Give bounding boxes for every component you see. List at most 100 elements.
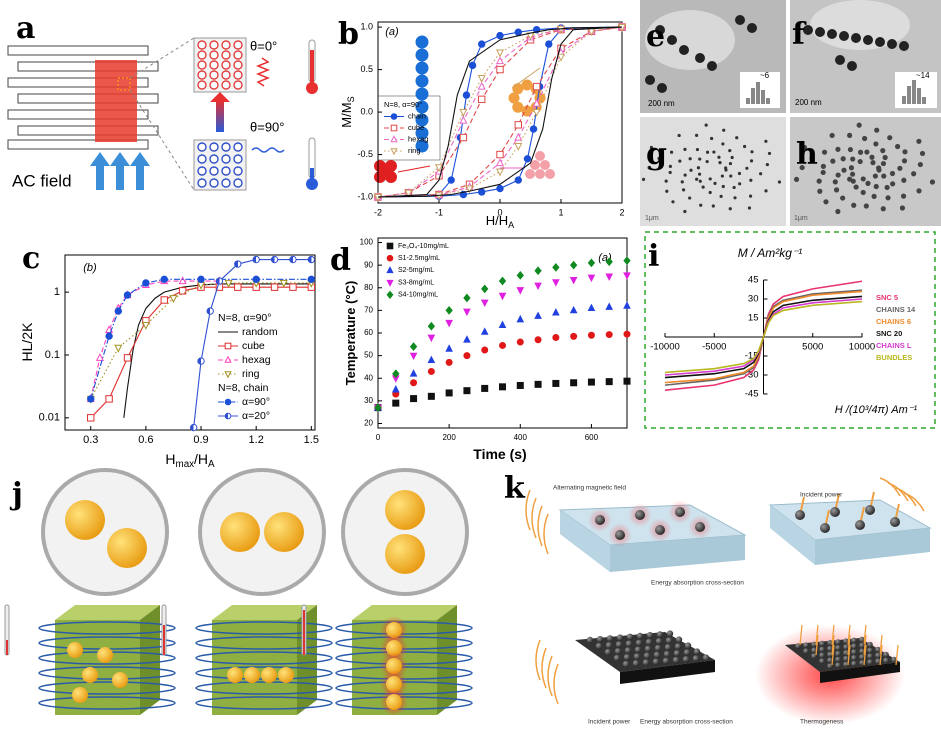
- y-tick-label: 50: [364, 351, 373, 360]
- y-tick-label: 90: [364, 260, 373, 269]
- particle: [821, 149, 828, 155]
- legend-swatch: [224, 342, 232, 350]
- data-point: [178, 276, 187, 285]
- particle: [221, 50, 231, 60]
- coil: [38, 621, 176, 635]
- panel-label: d: [330, 243, 351, 278]
- data-point: [445, 389, 453, 397]
- data-point: [498, 276, 507, 286]
- sample: [95, 60, 137, 142]
- particle: [386, 694, 402, 710]
- particle: [665, 637, 673, 644]
- y-tick-label: -0.5: [357, 149, 373, 159]
- legend-label: CHAINS L: [876, 341, 912, 350]
- field-ray: [831, 634, 835, 656]
- legend-swatch: [390, 124, 398, 132]
- particle: [728, 161, 733, 166]
- field-ray: [815, 624, 819, 646]
- particle: [873, 141, 879, 147]
- particle: [386, 622, 402, 638]
- particle: [209, 50, 219, 60]
- particle: [916, 188, 922, 194]
- particle: [875, 652, 881, 659]
- particle: [209, 80, 219, 90]
- data-point: [445, 305, 453, 315]
- legend-swatch: [224, 355, 232, 363]
- particle: [835, 650, 841, 657]
- particle: [655, 25, 665, 35]
- particle: [865, 180, 871, 186]
- data-point: [478, 95, 486, 104]
- legend-label: α=20°: [242, 410, 270, 422]
- data-point: [270, 283, 279, 291]
- particle: [767, 151, 772, 156]
- particle: [873, 183, 879, 190]
- particle: [693, 648, 701, 655]
- data-point: [480, 299, 489, 308]
- particle: [843, 644, 849, 650]
- particle: [642, 659, 650, 666]
- particle: [759, 172, 763, 176]
- thermometer: [306, 82, 318, 94]
- slab: [815, 528, 930, 565]
- wave: [541, 647, 547, 689]
- cell-box: [55, 605, 160, 620]
- particle: [386, 658, 402, 674]
- particle: [385, 534, 425, 574]
- angle-label: θ=90°: [250, 119, 284, 134]
- y-tick-label: 20: [364, 419, 373, 428]
- data-point: [215, 277, 224, 285]
- data-point: [463, 387, 471, 395]
- plate: [7, 139, 149, 150]
- particle: [887, 135, 893, 141]
- field-arrows-part: [116, 164, 124, 190]
- legend-label: SNC 5: [876, 293, 898, 302]
- particle: [883, 657, 889, 664]
- data-point: [270, 255, 279, 264]
- cube-cartoon-part: [380, 165, 392, 177]
- particle: [819, 652, 825, 658]
- particle: [633, 653, 641, 660]
- particle: [209, 70, 219, 80]
- wave: [543, 513, 549, 555]
- particles: [641, 15, 936, 215]
- particle: [891, 656, 897, 663]
- particle: [724, 166, 728, 170]
- coil: [195, 696, 333, 710]
- particle: [705, 159, 709, 164]
- particle: [616, 634, 624, 641]
- heat-wave: [251, 147, 285, 153]
- data-point: [481, 346, 489, 354]
- data-point: [481, 384, 489, 392]
- field-ray: [863, 624, 867, 646]
- data-point: [409, 352, 418, 361]
- annotation: (b): [83, 262, 97, 274]
- particle: [595, 515, 605, 525]
- particle: [764, 139, 768, 143]
- particle: [233, 178, 243, 188]
- x-tick-label: -2: [374, 207, 382, 217]
- legend-swatch: [224, 398, 232, 406]
- particle: [623, 654, 631, 661]
- particle: [668, 170, 672, 175]
- particle: [841, 167, 847, 173]
- y-axis-label-part: M / Am²kg⁻¹: [738, 246, 803, 260]
- data-point: [556, 53, 566, 62]
- particle: [606, 635, 614, 642]
- particle: [827, 645, 833, 652]
- particle: [586, 636, 594, 644]
- particle: [415, 74, 429, 88]
- particle: [385, 490, 425, 530]
- y-tick-label: 0.01: [39, 412, 60, 424]
- data-point: [569, 260, 578, 270]
- particle: [901, 177, 907, 183]
- particle: [919, 150, 926, 157]
- pointer: [511, 67, 541, 89]
- x-axis-label-part: A: [508, 220, 515, 230]
- particle: [634, 646, 642, 653]
- particle: [233, 80, 243, 90]
- arrow: [210, 92, 230, 102]
- wave: [537, 505, 543, 547]
- wave: [553, 663, 559, 705]
- particle: [415, 139, 429, 153]
